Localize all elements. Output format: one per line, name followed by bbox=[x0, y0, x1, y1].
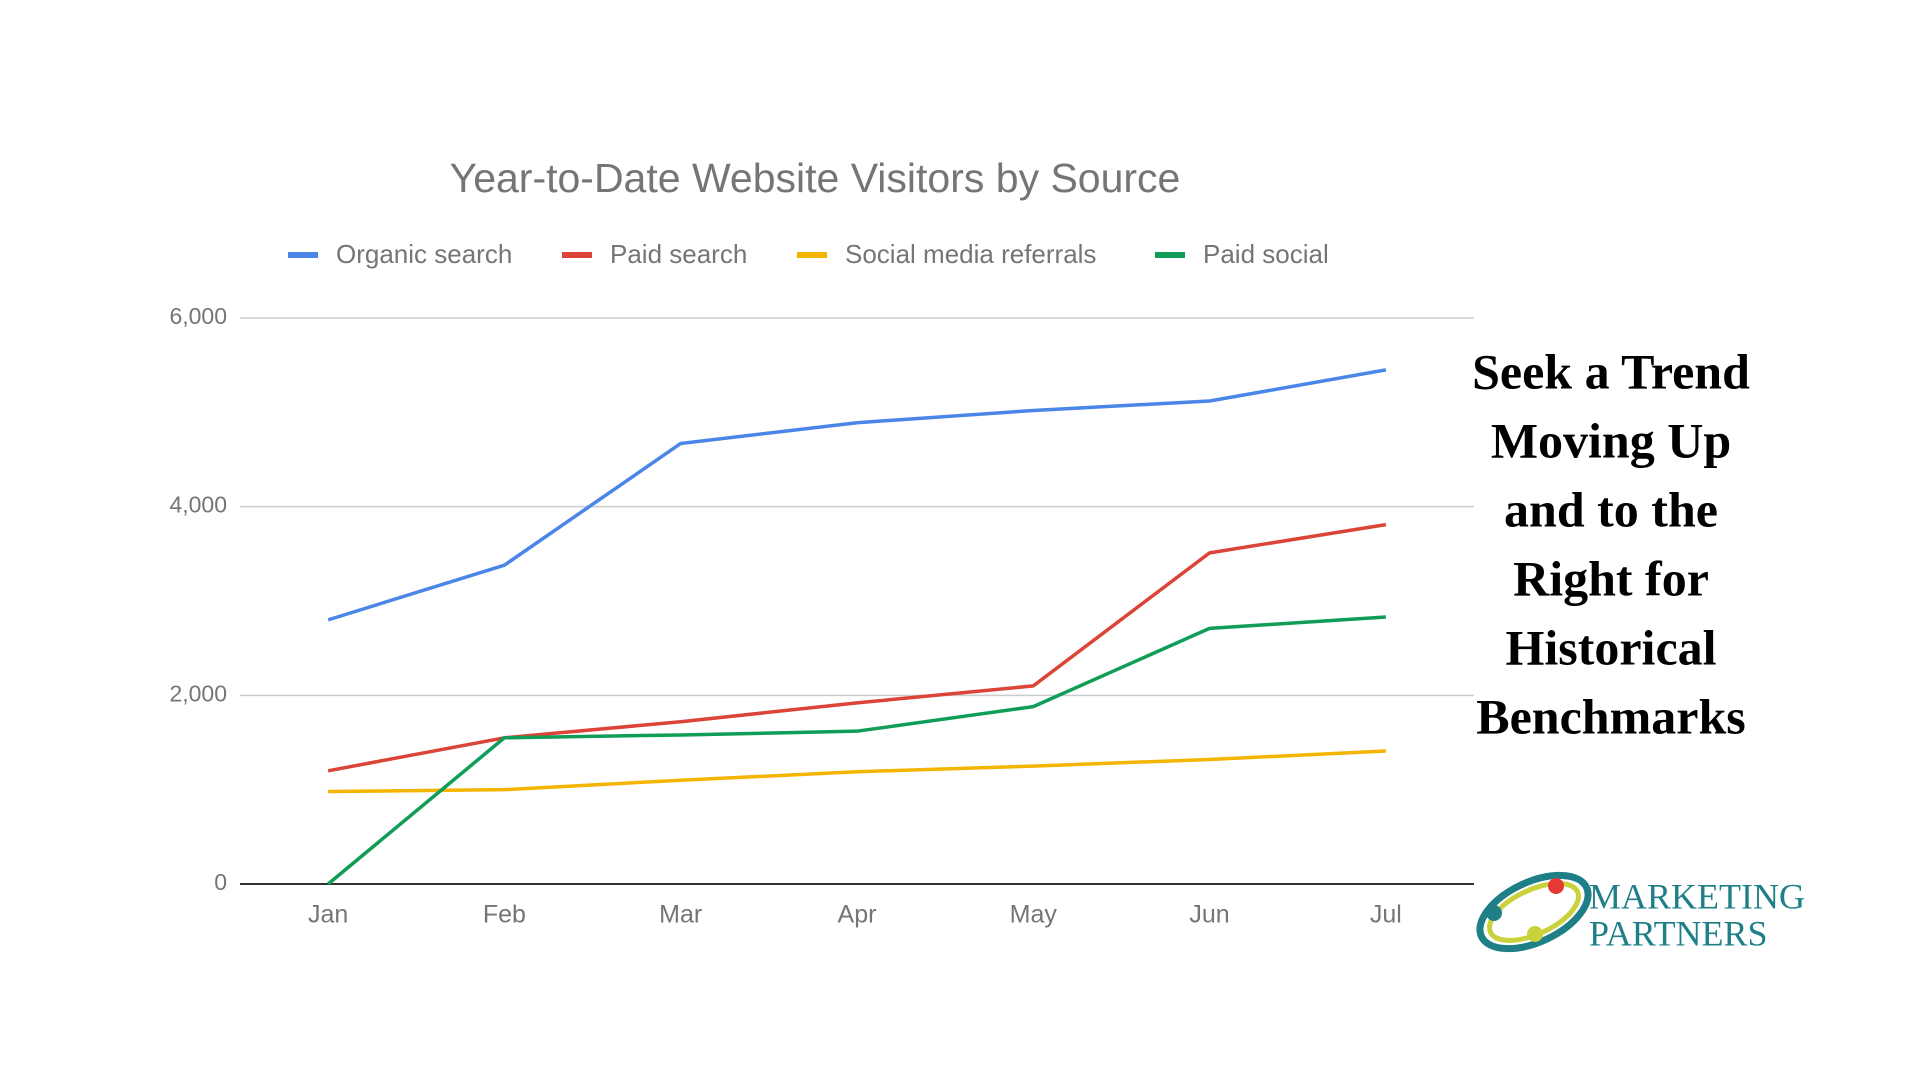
legend-label: Paid search bbox=[610, 239, 747, 269]
y-tick-label: 2,000 bbox=[169, 680, 227, 706]
legend-label: Social media referrals bbox=[845, 239, 1096, 269]
legend-label: Organic search bbox=[336, 239, 512, 269]
y-tick-label: 0 bbox=[214, 869, 227, 895]
series-line bbox=[327, 615, 1386, 886]
annotation: Historical bbox=[1505, 619, 1716, 675]
y-tick-label: 6,000 bbox=[169, 303, 227, 329]
x-tick-label: Apr bbox=[838, 901, 877, 929]
x-tick-label: Jun bbox=[1189, 901, 1229, 929]
chart-title: Year-to-Date Website Visitors by Source bbox=[450, 155, 1181, 201]
logo-text: MARKETING bbox=[1589, 876, 1805, 916]
annotation: Moving Up bbox=[1491, 412, 1731, 468]
y-tick-label: 4,000 bbox=[169, 492, 227, 518]
annotation: Benchmarks bbox=[1476, 688, 1745, 744]
x-tick-label: Mar bbox=[659, 901, 702, 929]
x-tick-label: May bbox=[1010, 901, 1058, 929]
annotation: and to the bbox=[1504, 481, 1718, 537]
logo-text: PARTNERS bbox=[1589, 913, 1768, 953]
legend-label: Paid social bbox=[1203, 239, 1329, 269]
annotation: Seek a Trend bbox=[1472, 343, 1750, 399]
annotation: Right for bbox=[1513, 550, 1709, 606]
x-tick-label: Feb bbox=[483, 901, 526, 929]
series-line bbox=[328, 749, 1386, 794]
series-line bbox=[327, 522, 1387, 773]
x-tick-label: Jul bbox=[1370, 901, 1402, 929]
logo-icon bbox=[1476, 871, 1592, 953]
x-tick-label: Jan bbox=[308, 901, 348, 929]
series-line bbox=[327, 368, 1387, 622]
